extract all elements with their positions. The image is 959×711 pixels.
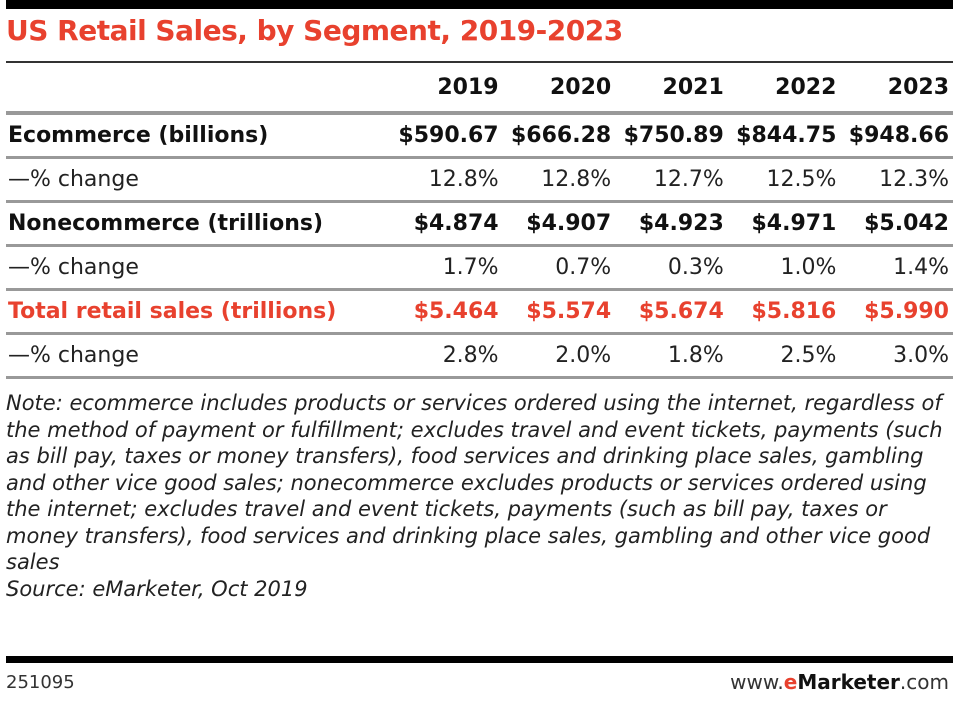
cell-2022: $844.75	[727, 113, 841, 159]
header-row: 2019 2020 2021 2022 2023	[6, 63, 953, 115]
footnote: Note: ecommerce includes products or ser…	[6, 390, 953, 602]
title-rule	[6, 61, 953, 63]
cell-2020: $666.28	[502, 113, 616, 159]
row-label: —% change	[6, 333, 390, 379]
table-row: Ecommerce (billions) $590.67 $666.28 $750.8…	[6, 113, 953, 159]
cell-2021: 0.3%	[615, 245, 728, 291]
cell-2019: $4.874	[390, 201, 503, 247]
table-row: Nonecommerce (trillions) $4.874 $4.907 $4.9…	[6, 201, 953, 247]
data-table: 2019 2020 2021 2022 2023 Ecommerce (bill…	[6, 63, 953, 379]
table-row: —% change 2.8% 2.0% 1.8% 2.5% 3.0%	[6, 333, 953, 379]
cell-2019: 1.7%	[390, 245, 503, 291]
cell-2019: $5.464	[390, 289, 503, 335]
cell-2022: 1.0%	[727, 245, 841, 291]
source-text: Source: eMarketer, Oct 2019	[6, 576, 308, 601]
cell-2021: $750.89	[615, 113, 728, 159]
cell-2020: 2.0%	[502, 333, 616, 379]
cell-2020: 0.7%	[502, 245, 616, 291]
cell-2022: $4.971	[727, 201, 841, 247]
header-2019: 2019	[390, 63, 503, 115]
cell-2019: $590.67	[390, 113, 503, 159]
site-e: e	[783, 670, 798, 694]
cell-2022: 2.5%	[727, 333, 841, 379]
row-label: Total retail sales (trillions)	[6, 289, 390, 335]
cell-2023: 12.3%	[840, 157, 953, 203]
bottom-rule	[6, 656, 953, 663]
header-2020: 2020	[502, 63, 616, 115]
cell-2020: $4.907	[502, 201, 616, 247]
cell-2023: $5.042	[840, 201, 953, 247]
cell-2021: 1.8%	[615, 333, 728, 379]
top-rule	[6, 0, 953, 9]
cell-2019: 2.8%	[390, 333, 503, 379]
site-suffix: .com	[899, 670, 949, 694]
cell-2023: 3.0%	[840, 333, 953, 379]
cell-2022: 12.5%	[727, 157, 841, 203]
row-label: —% change	[6, 157, 390, 203]
site-brand: Marketer	[797, 670, 900, 694]
table-row: —% change 1.7% 0.7% 0.3% 1.0% 1.4%	[6, 245, 953, 291]
cell-2021: $5.674	[615, 289, 728, 335]
chart-title: US Retail Sales, by Segment, 2019-2023	[6, 14, 623, 47]
cell-2023: 1.4%	[840, 245, 953, 291]
cell-2020: $5.574	[502, 289, 616, 335]
table-row: —% change 12.8% 12.8% 12.7% 12.5% 12.3%	[6, 157, 953, 203]
chart-id: 251095	[6, 672, 75, 693]
cell-2023: $5.990	[840, 289, 953, 335]
cell-2022: $5.816	[727, 289, 841, 335]
table-row: Total retail sales (trillions) $5.464 $5.5…	[6, 289, 953, 335]
header-2023: 2023	[840, 63, 953, 115]
site-prefix: www.	[730, 670, 784, 694]
site-logo: www.eMarketer.com	[730, 670, 949, 694]
cell-2020: 12.8%	[502, 157, 616, 203]
header-2021: 2021	[615, 63, 728, 115]
row-label: Ecommerce (billions)	[6, 113, 390, 159]
cell-2021: 12.7%	[615, 157, 728, 203]
header-empty	[6, 63, 390, 115]
cell-2021: $4.923	[615, 201, 728, 247]
header-2022: 2022	[727, 63, 841, 115]
cell-2023: $948.66	[840, 113, 953, 159]
note-text: Note: ecommerce includes products or ser…	[6, 391, 943, 574]
cell-2019: 12.8%	[390, 157, 503, 203]
row-label: Nonecommerce (trillions)	[6, 201, 390, 247]
row-label: —% change	[6, 245, 390, 291]
